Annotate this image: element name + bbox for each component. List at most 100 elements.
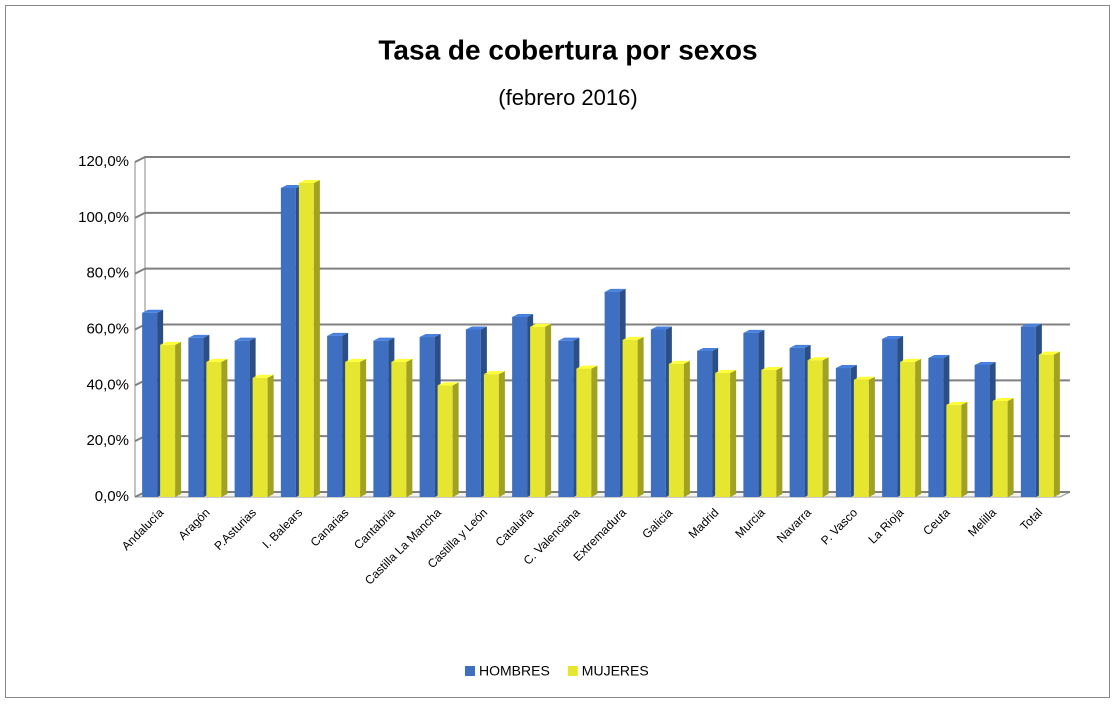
bar-side (267, 374, 274, 497)
bar-top (160, 341, 182, 345)
bar (558, 337, 580, 497)
bar (853, 376, 875, 497)
bar-side (915, 358, 922, 497)
bar (928, 354, 950, 497)
bar-side (591, 365, 598, 497)
chart-subtitle: (febrero 2016) (498, 85, 637, 110)
bar-top (1038, 351, 1060, 355)
y-tick-label: 60,0% (86, 320, 129, 337)
bar-side (776, 366, 783, 497)
bar-side (498, 371, 505, 497)
bar (668, 360, 690, 497)
bar-top (835, 365, 857, 369)
bar (789, 344, 811, 497)
bar-top (946, 401, 968, 405)
bar-top (604, 288, 626, 292)
bar (974, 361, 996, 497)
bar-front (345, 361, 361, 497)
bar-top (419, 334, 441, 338)
bar (900, 358, 922, 497)
bar-front (1038, 354, 1054, 497)
bar-top (1020, 323, 1042, 327)
y-tick-label: 40,0% (86, 376, 129, 393)
bar-side (868, 376, 875, 497)
legend-label: MUJERES (582, 663, 649, 679)
bar-top (373, 337, 395, 341)
bar (483, 371, 505, 497)
y-tick-label: 80,0% (86, 265, 129, 282)
bar (465, 326, 487, 497)
bar (622, 336, 644, 497)
bar-front (576, 368, 592, 497)
bar (576, 365, 598, 497)
bar-top (992, 397, 1014, 401)
bar-side (313, 179, 320, 497)
bar-front (419, 337, 435, 497)
bar-front (807, 360, 823, 497)
bar-top (882, 335, 904, 339)
bar-side (1053, 351, 1060, 497)
bar (946, 401, 968, 497)
bar-side (545, 323, 552, 497)
bar (327, 332, 349, 497)
bar-top (188, 334, 210, 338)
bar-side (360, 358, 367, 497)
bar-front (206, 361, 222, 497)
bar-side (822, 357, 829, 497)
grid-line (134, 156, 1070, 163)
bar (715, 370, 737, 497)
bar (160, 341, 182, 497)
bar-top (327, 332, 349, 336)
bar-top (437, 382, 459, 386)
bar (437, 382, 459, 497)
bar (697, 347, 719, 497)
bar-top (807, 357, 829, 361)
bar-front (558, 340, 574, 497)
bar-top (853, 376, 875, 380)
bar (391, 358, 413, 497)
bar (280, 184, 302, 497)
bar (206, 358, 228, 497)
bar (298, 179, 320, 497)
bar (807, 357, 829, 497)
bar-top (650, 326, 672, 330)
bar-top (234, 337, 256, 341)
bar-top (697, 347, 719, 351)
bar-front (743, 332, 759, 497)
bar (142, 309, 164, 497)
bar-front (437, 385, 453, 497)
bar-side (730, 370, 737, 497)
bar-top (512, 313, 534, 317)
bar-front (234, 340, 250, 497)
bar-front (512, 316, 528, 497)
bar-top (715, 370, 737, 374)
bar (373, 337, 395, 497)
bar-top (530, 323, 552, 327)
bar-front (668, 363, 684, 497)
bar (530, 323, 552, 497)
y-tick-label: 120,0% (78, 153, 129, 170)
bar-top (391, 358, 413, 362)
bar (650, 326, 672, 497)
bar (512, 313, 534, 497)
bar-top (743, 329, 765, 333)
grid-line (134, 211, 1070, 219)
bar-side (961, 401, 968, 497)
bar-side (175, 341, 182, 497)
bar-front (650, 329, 666, 497)
bar (1038, 351, 1060, 497)
bar-top (576, 365, 598, 369)
bar-front (789, 347, 805, 497)
bar-top (252, 374, 274, 378)
bar-front (882, 338, 898, 497)
bar-front (142, 312, 158, 497)
bar (1020, 323, 1042, 497)
legend-label: HOMBRES (479, 663, 550, 679)
bar-top (298, 179, 320, 183)
bar-front (974, 364, 990, 497)
bar-front (327, 335, 343, 497)
bar-top (668, 360, 690, 364)
bar-side (683, 360, 690, 497)
bar-top (206, 358, 228, 362)
